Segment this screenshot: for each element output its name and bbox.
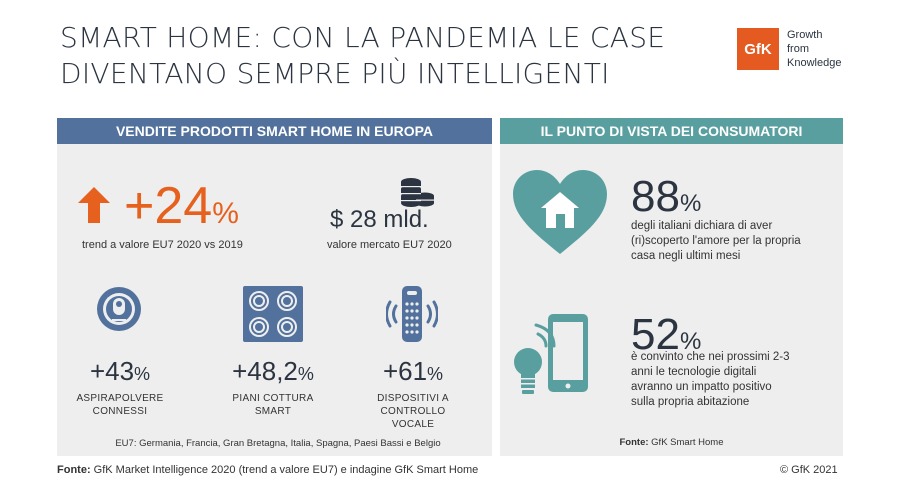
stat-52-caption: è convinto che nei prossimi 2-3 anni le …: [631, 350, 831, 410]
stat-cooktop-caption: PIANI COTTURA SMART: [218, 392, 328, 418]
stat-88-caption-1: degli italiani dichiara di aver: [631, 220, 773, 232]
smart-speaker-icon: [386, 286, 438, 342]
smartphone-bulb-icon: [514, 314, 588, 394]
stat-speaker-number: +61: [382, 356, 428, 386]
copyright: © GfK 2021: [780, 464, 838, 476]
tagline-line-1: Growth: [787, 29, 823, 41]
stat-speaker-caption: DISPOSITIVI A CONTROLLO VOCALE: [358, 392, 468, 431]
right-source: Fonte: GfK Smart Home: [500, 437, 843, 448]
stat-52-caption-1: è convinto che nei prossimi 2-3: [631, 351, 790, 363]
eu7-note: EU7: Germania, Francia, Gran Bretagna, I…: [115, 438, 441, 449]
title-line-1: SMART HOME: CON LA PANDEMIA LE CASE: [60, 21, 666, 54]
tagline-line-2: from: [787, 43, 809, 55]
stat-speaker-unit: %: [427, 364, 444, 384]
stat-speaker-caption-2: CONTROLLO VOCALE: [380, 406, 446, 430]
stat-vacuum-value: +43%: [70, 356, 170, 387]
stat-52-value: 52%: [631, 310, 701, 360]
logo-tagline: Growth from Knowledge: [787, 28, 877, 70]
heart-home-icon: [513, 170, 607, 254]
arrow-up-icon: [78, 187, 110, 223]
left-panel-header: VENDITE PRODOTTI SMART HOME IN EUROPA: [57, 118, 492, 144]
stat-cooktop-caption-1: PIANI COTTURA: [232, 393, 314, 404]
right-panel-header: IL PUNTO DI VISTA DEI CONSUMATORI: [500, 118, 843, 144]
cooktop-icon: [243, 286, 303, 342]
stat-vacuum-caption-1: ASPIRAPOLVERE: [76, 393, 164, 404]
stat-cooktop-unit: %: [297, 364, 314, 384]
market-value-caption: valore mercato EU7 2020: [327, 239, 452, 251]
title-line-2: DIVENTANO SEMPRE PIÙ INTELLIGENTI: [60, 57, 610, 90]
stat-52-unit: %: [679, 328, 702, 355]
stat-88-caption-2: (ri)scoperto l'amore per la propria: [631, 235, 801, 247]
stat-vacuum-number: +43: [89, 356, 135, 386]
stat-88-caption-3: casa negli ultimi mesi: [631, 250, 741, 262]
stat-cooktop-caption-2: SMART: [254, 406, 292, 417]
stat-52-number: 52: [631, 310, 680, 359]
kpi-trend: +24%: [124, 178, 239, 234]
kpi-trend-unit: %: [212, 197, 239, 230]
gfk-logo: GfK: [737, 28, 779, 70]
footer-source-text: GfK Market Intelligence 2020 (trend a va…: [90, 464, 479, 476]
right-source-text: GfK Smart Home: [648, 437, 724, 448]
stat-vacuum-caption: ASPIRAPOLVERE CONNESSI: [70, 392, 170, 418]
footer-source-label: Fonte:: [57, 464, 91, 476]
stat-52-caption-4: sulla propria abitazione: [631, 396, 750, 408]
tagline-line-3: Knowledge: [787, 57, 842, 69]
stat-cooktop-value: +48,2%: [218, 356, 328, 387]
stat-vacuum-unit: %: [134, 364, 151, 384]
coins-icon: [401, 178, 434, 207]
stat-88-value: 88%: [631, 172, 701, 222]
page-title: SMART HOME: CON LA PANDEMIA LE CASE DIVE…: [60, 20, 700, 92]
robot-vacuum-icon: [97, 287, 141, 331]
stat-52-caption-2: anni le tecnologie digitali: [631, 366, 757, 378]
kpi-trend-value: +24: [124, 177, 213, 235]
stat-vacuum-caption-2: CONNESSI: [92, 406, 148, 417]
footer-source: Fonte: GfK Market Intelligence 2020 (tre…: [57, 464, 478, 476]
logo-brand: GfK: [744, 40, 772, 58]
stat-speaker-value: +61%: [358, 356, 468, 387]
stat-speaker-caption-1: DISPOSITIVI A: [377, 393, 449, 404]
kpi-trend-caption: trend a valore EU7 2020 vs 2019: [82, 239, 243, 251]
stat-88-number: 88: [631, 172, 680, 221]
stat-88-unit: %: [679, 190, 702, 217]
right-panel: [500, 118, 843, 456]
stat-52-caption-3: avranno un impatto positivo: [631, 381, 772, 393]
right-source-label: Fonte:: [619, 437, 649, 448]
stat-88-caption: degli italiani dichiara di aver (ri)scop…: [631, 219, 831, 264]
stat-cooktop-number: +48,2: [232, 356, 298, 386]
market-value: $ 28 mld.: [330, 206, 429, 233]
